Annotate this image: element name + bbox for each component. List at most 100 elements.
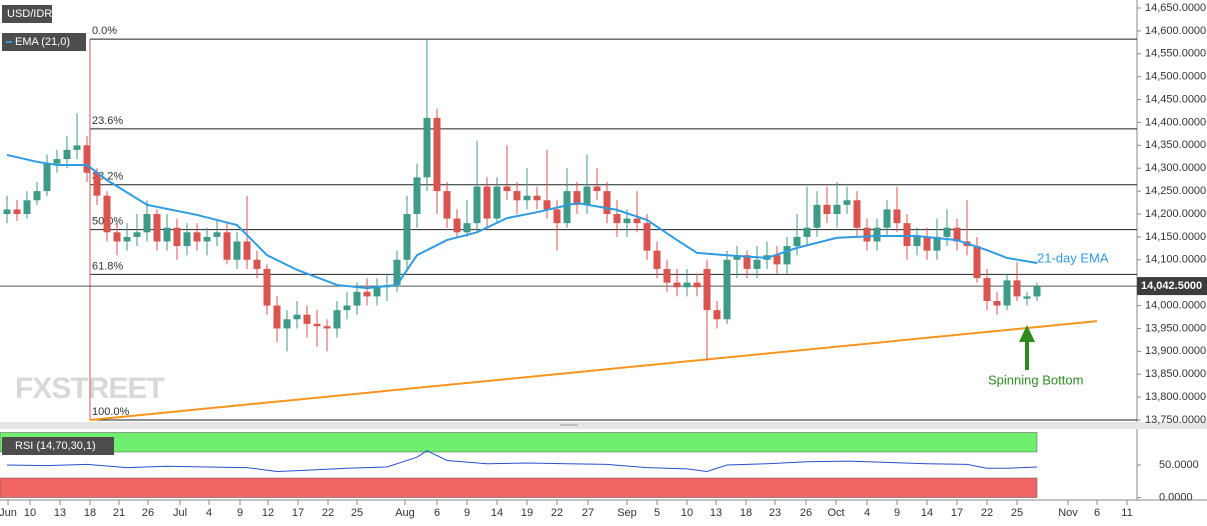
candle-body (373, 287, 381, 297)
rsi-line (6, 450, 1038, 473)
candle-body (463, 223, 471, 233)
x-tick-label: Sep (617, 507, 637, 519)
x-tick-label: 22 (981, 507, 993, 519)
candle-body (543, 200, 551, 210)
y-tick-label: 13,900.0000 (1145, 345, 1206, 357)
candle-body (773, 255, 781, 265)
candle-body (913, 236, 921, 247)
x-tick-label: 6 (1094, 507, 1100, 519)
candle-body (843, 200, 851, 205)
x-tick-label: 6 (434, 507, 440, 519)
candle-body (803, 227, 811, 237)
candle-body (3, 209, 11, 214)
x-tick-label: 5 (654, 507, 660, 519)
candle-body (693, 282, 701, 288)
candle-body (133, 232, 141, 237)
candle-body (593, 186, 601, 192)
candle-body (213, 232, 221, 237)
candle-body (1003, 280, 1011, 306)
candle-body (43, 163, 51, 192)
candle-body (943, 227, 951, 237)
x-tick-label: 4 (864, 507, 870, 519)
candle-body (983, 278, 991, 301)
x-tick-label: 25 (351, 507, 363, 519)
x-tick-label: Jun (0, 507, 17, 519)
candle-body (1033, 286, 1041, 297)
candle-body (363, 291, 371, 297)
x-tick-label: 9 (894, 507, 900, 519)
candle-body (873, 227, 881, 242)
x-tick-label: 18 (740, 507, 752, 519)
candle-body (743, 255, 751, 269)
candle-body (393, 259, 401, 285)
x-tick-label: 10 (24, 507, 36, 519)
y-tick-label: 14,600.0000 (1145, 25, 1206, 37)
y-tick-label: 14,650.0000 (1145, 2, 1206, 14)
candle-body (783, 246, 791, 265)
candle-body (423, 117, 431, 178)
ema-annotation: 21-day EMA (1037, 250, 1109, 265)
candle-body (993, 300, 1001, 306)
candle-body (93, 172, 101, 196)
candle-body (923, 236, 931, 251)
x-tick-label: 18 (84, 507, 96, 519)
legend-rsi: RSI (14,70,30,1) (15, 440, 96, 452)
x-tick-label: 17 (951, 507, 963, 519)
x-tick-label: 26 (800, 507, 812, 519)
last-price-box (1137, 277, 1207, 296)
fib-label: 23.6% (92, 115, 123, 127)
candle-body (83, 145, 91, 173)
candle-body (713, 310, 721, 320)
x-tick-label: Aug (395, 507, 415, 519)
candle-body (63, 149, 71, 160)
candle-body (343, 305, 351, 311)
candle-body (673, 282, 681, 288)
rsi-band (0, 477, 1038, 498)
candle-body (453, 218, 461, 233)
y-tick-label: 14,450.0000 (1145, 93, 1206, 105)
arrow-head (1019, 325, 1035, 342)
x-tick-label: 25 (1011, 507, 1023, 519)
x-tick-label: Oct (827, 507, 844, 519)
candle-body (103, 195, 111, 233)
y-tick-label: 14,150.0000 (1145, 231, 1206, 243)
x-tick-label: 9 (464, 507, 470, 519)
x-tick-label: 22 (551, 507, 563, 519)
candle-body (173, 227, 181, 247)
candle-body (143, 214, 151, 233)
ema-line (6, 153, 1038, 290)
x-tick-label: Jul (173, 507, 187, 519)
legend-box (2, 5, 52, 23)
candle-body (263, 268, 271, 306)
legend-box (2, 437, 114, 455)
y-tick-label: 14,400.0000 (1145, 116, 1206, 128)
candle-body (733, 255, 741, 260)
candle-body (703, 268, 711, 311)
candle-body (853, 200, 861, 228)
candle-body (793, 236, 801, 247)
candle-body (823, 204, 831, 214)
x-tick-label: 12 (262, 507, 274, 519)
candle-body (163, 227, 171, 242)
candle-body (123, 236, 131, 242)
candle-body (223, 232, 231, 260)
candle-body (953, 227, 961, 242)
fib-label: 61.8% (92, 260, 123, 272)
y-tick-label: 13,950.0000 (1145, 322, 1206, 334)
candle-body (883, 209, 891, 228)
candle-body (403, 214, 411, 260)
trendline (89, 320, 1098, 421)
x-tick-label: 9 (237, 507, 243, 519)
candle-body (353, 291, 361, 306)
x-tick-label: 14 (491, 507, 503, 519)
y-tick-label: 14,550.0000 (1145, 48, 1206, 60)
candle-body (973, 246, 981, 279)
candle-body (333, 310, 341, 329)
candle-body (293, 314, 301, 320)
x-tick-label: 13 (54, 507, 66, 519)
candle-body (303, 314, 311, 324)
candle-body (183, 232, 191, 247)
candle-body (603, 191, 611, 214)
candle-body (493, 186, 501, 219)
